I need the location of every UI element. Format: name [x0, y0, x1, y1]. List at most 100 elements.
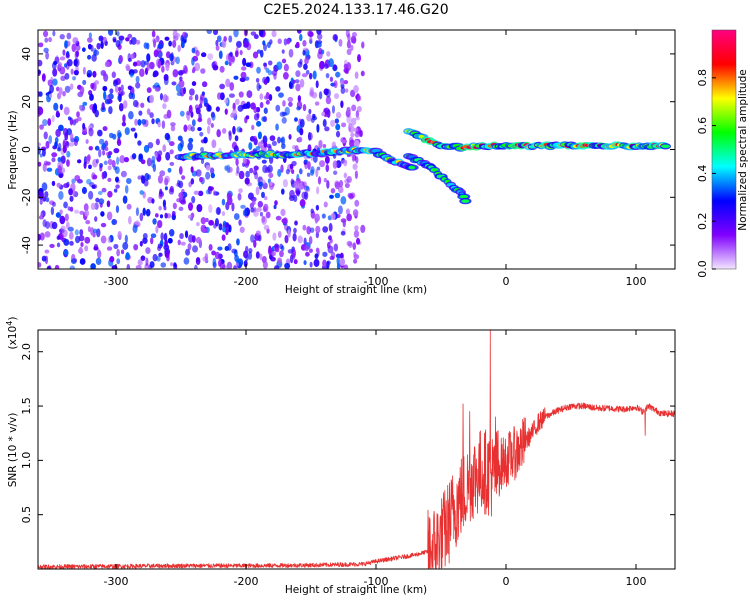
spectrogram-noise-cell — [72, 76, 76, 81]
spectrogram-noise-cell — [356, 105, 362, 113]
spectrogram-noise-field — [38, 30, 366, 269]
spectrogram-noise-cell — [269, 181, 273, 186]
spectrogram-noise-cell — [131, 153, 137, 160]
spectrogram-noise-cell — [74, 174, 81, 182]
spectrogram-noise-cell — [140, 255, 146, 261]
spectrogram-noise-cell — [191, 196, 196, 204]
spectrogram-noise-cell — [340, 196, 347, 205]
spectrogram-noise-cell — [197, 126, 202, 132]
spectrogram-noise-cell — [88, 190, 94, 200]
spectrogram-noise-cell — [353, 258, 358, 264]
spectrogram-noise-cell — [235, 258, 241, 264]
spectrogram-noise-cell — [303, 63, 308, 70]
spectrogram-noise-cell — [179, 110, 185, 117]
spectrogram-noise-cell — [277, 168, 282, 177]
spectrogram-noise-cell — [146, 62, 150, 71]
spectrogram-noise-cell — [255, 78, 260, 83]
spectrogram-noise-cell — [146, 157, 152, 167]
spectrogram-noise-cell — [51, 157, 56, 163]
spectrogram-noise-cell — [255, 251, 260, 259]
spectrogram-noise-cell — [256, 82, 261, 92]
spectrogram-noise-cell — [352, 209, 359, 217]
spectrogram-noise-cell — [139, 240, 143, 247]
spectrogram-noise-cell — [51, 114, 55, 123]
spectrogram-noise-cell — [191, 81, 197, 87]
spectrogram-ridge-cell — [661, 144, 671, 149]
colorbar-tick-label: 0.6 — [696, 117, 709, 135]
spectrogram-noise-cell — [48, 93, 53, 98]
spectrogram-noise-cell — [195, 236, 202, 244]
spectrogram-noise-cell — [299, 78, 305, 88]
spectrogram-noise-cell — [44, 249, 50, 254]
spectrogram-noise-cell — [116, 139, 122, 147]
snr-y-multiplier-exponent: 4 — [5, 321, 14, 326]
spectrogram-noise-cell — [45, 161, 51, 166]
spectrogram-noise-cell — [227, 196, 233, 206]
spectrogram-noise-cell — [157, 121, 161, 128]
spectrogram-noise-cell — [195, 50, 200, 57]
spectrogram-noise-cell — [258, 30, 264, 37]
spectrogram-noise-cell — [55, 128, 61, 138]
spectrogram-noise-cell — [177, 239, 181, 246]
spectrogram-noise-cell — [137, 259, 143, 266]
spectrogram-noise-cell — [107, 150, 113, 156]
spectrogram-noise-cell — [316, 186, 320, 195]
spectrogram-noise-cell — [345, 88, 349, 93]
snr-y-tick-label: 0.5 — [20, 506, 33, 524]
spectrogram-noise-cell — [351, 31, 358, 38]
spectrogram-y-tick-label: 0 — [20, 146, 33, 153]
spectrogram-noise-cell — [177, 135, 183, 141]
spectrogram-noise-cell — [180, 241, 186, 246]
spectrogram-noise-cell — [80, 242, 84, 247]
spectrogram-noise-cell — [352, 242, 357, 250]
spectrogram-noise-cell — [157, 150, 163, 156]
spectrogram-noise-cell — [191, 68, 196, 74]
spectrogram-noise-cell — [239, 127, 243, 133]
spectrogram-noise-cell — [69, 195, 74, 202]
spectrogram-noise-cell — [219, 261, 226, 269]
snr-x-axis-label: Height of straight line (km) — [285, 584, 427, 596]
spectrogram-noise-cell — [126, 263, 131, 269]
spectrogram-noise-cell — [60, 155, 66, 164]
spectrogram-noise-cell — [253, 113, 260, 121]
spectrogram-noise-cell — [340, 100, 344, 108]
spectrogram-noise-cell — [257, 131, 262, 140]
spectrogram-noise-cell — [51, 221, 58, 230]
spectrogram-noise-cell — [267, 70, 273, 76]
spectrogram-noise-cell — [113, 147, 120, 154]
spectrogram-noise-cell — [208, 204, 213, 213]
snr-y-multiplier-base: (x10 — [7, 326, 19, 350]
spectrogram-noise-cell — [152, 253, 158, 262]
spectrogram-noise-cell — [117, 231, 122, 240]
spectrogram-noise-cell — [341, 139, 348, 144]
spectrogram-noise-cell — [304, 244, 310, 252]
spectrogram-noise-cell — [306, 172, 311, 177]
spectrogram-noise-cell — [179, 69, 186, 74]
spectrogram-noise-cell — [253, 210, 259, 217]
spectrogram-noise-cell — [316, 123, 320, 133]
spectrogram-noise-cell — [113, 188, 118, 193]
spectrogram-noise-cell — [150, 233, 157, 239]
spectrogram-noise-cell — [354, 199, 360, 207]
spectrogram-noise-cell — [277, 38, 282, 45]
spectrogram-noise-cell — [130, 53, 135, 60]
spectrogram-noise-cell — [309, 261, 313, 268]
spectrogram-noise-cell — [59, 33, 65, 40]
spectrogram-x-tick-label: 100 — [626, 275, 647, 288]
spectrogram-noise-cell — [113, 166, 118, 171]
spectrogram-noise-cell — [352, 163, 358, 170]
spectrogram-noise-cell — [69, 83, 74, 90]
spectrogram-noise-cell — [55, 86, 60, 92]
spectrogram-noise-cell — [324, 107, 330, 115]
spectrogram-noise-cell — [145, 257, 149, 266]
spectrogram-noise-cell — [68, 142, 75, 147]
spectrogram-y-tick-label: 40 — [20, 47, 33, 61]
spectrogram-noise-cell — [93, 49, 100, 56]
spectrogram-noise-cell — [234, 50, 239, 58]
spectrogram-noise-cell — [146, 53, 151, 62]
spectrogram-noise-cell — [225, 228, 229, 236]
spectrogram-noise-cell — [281, 143, 286, 150]
spectrogram-noise-cell — [132, 61, 138, 67]
spectrogram-noise-cell — [322, 143, 327, 149]
spectrogram-noise-cell — [46, 167, 53, 172]
